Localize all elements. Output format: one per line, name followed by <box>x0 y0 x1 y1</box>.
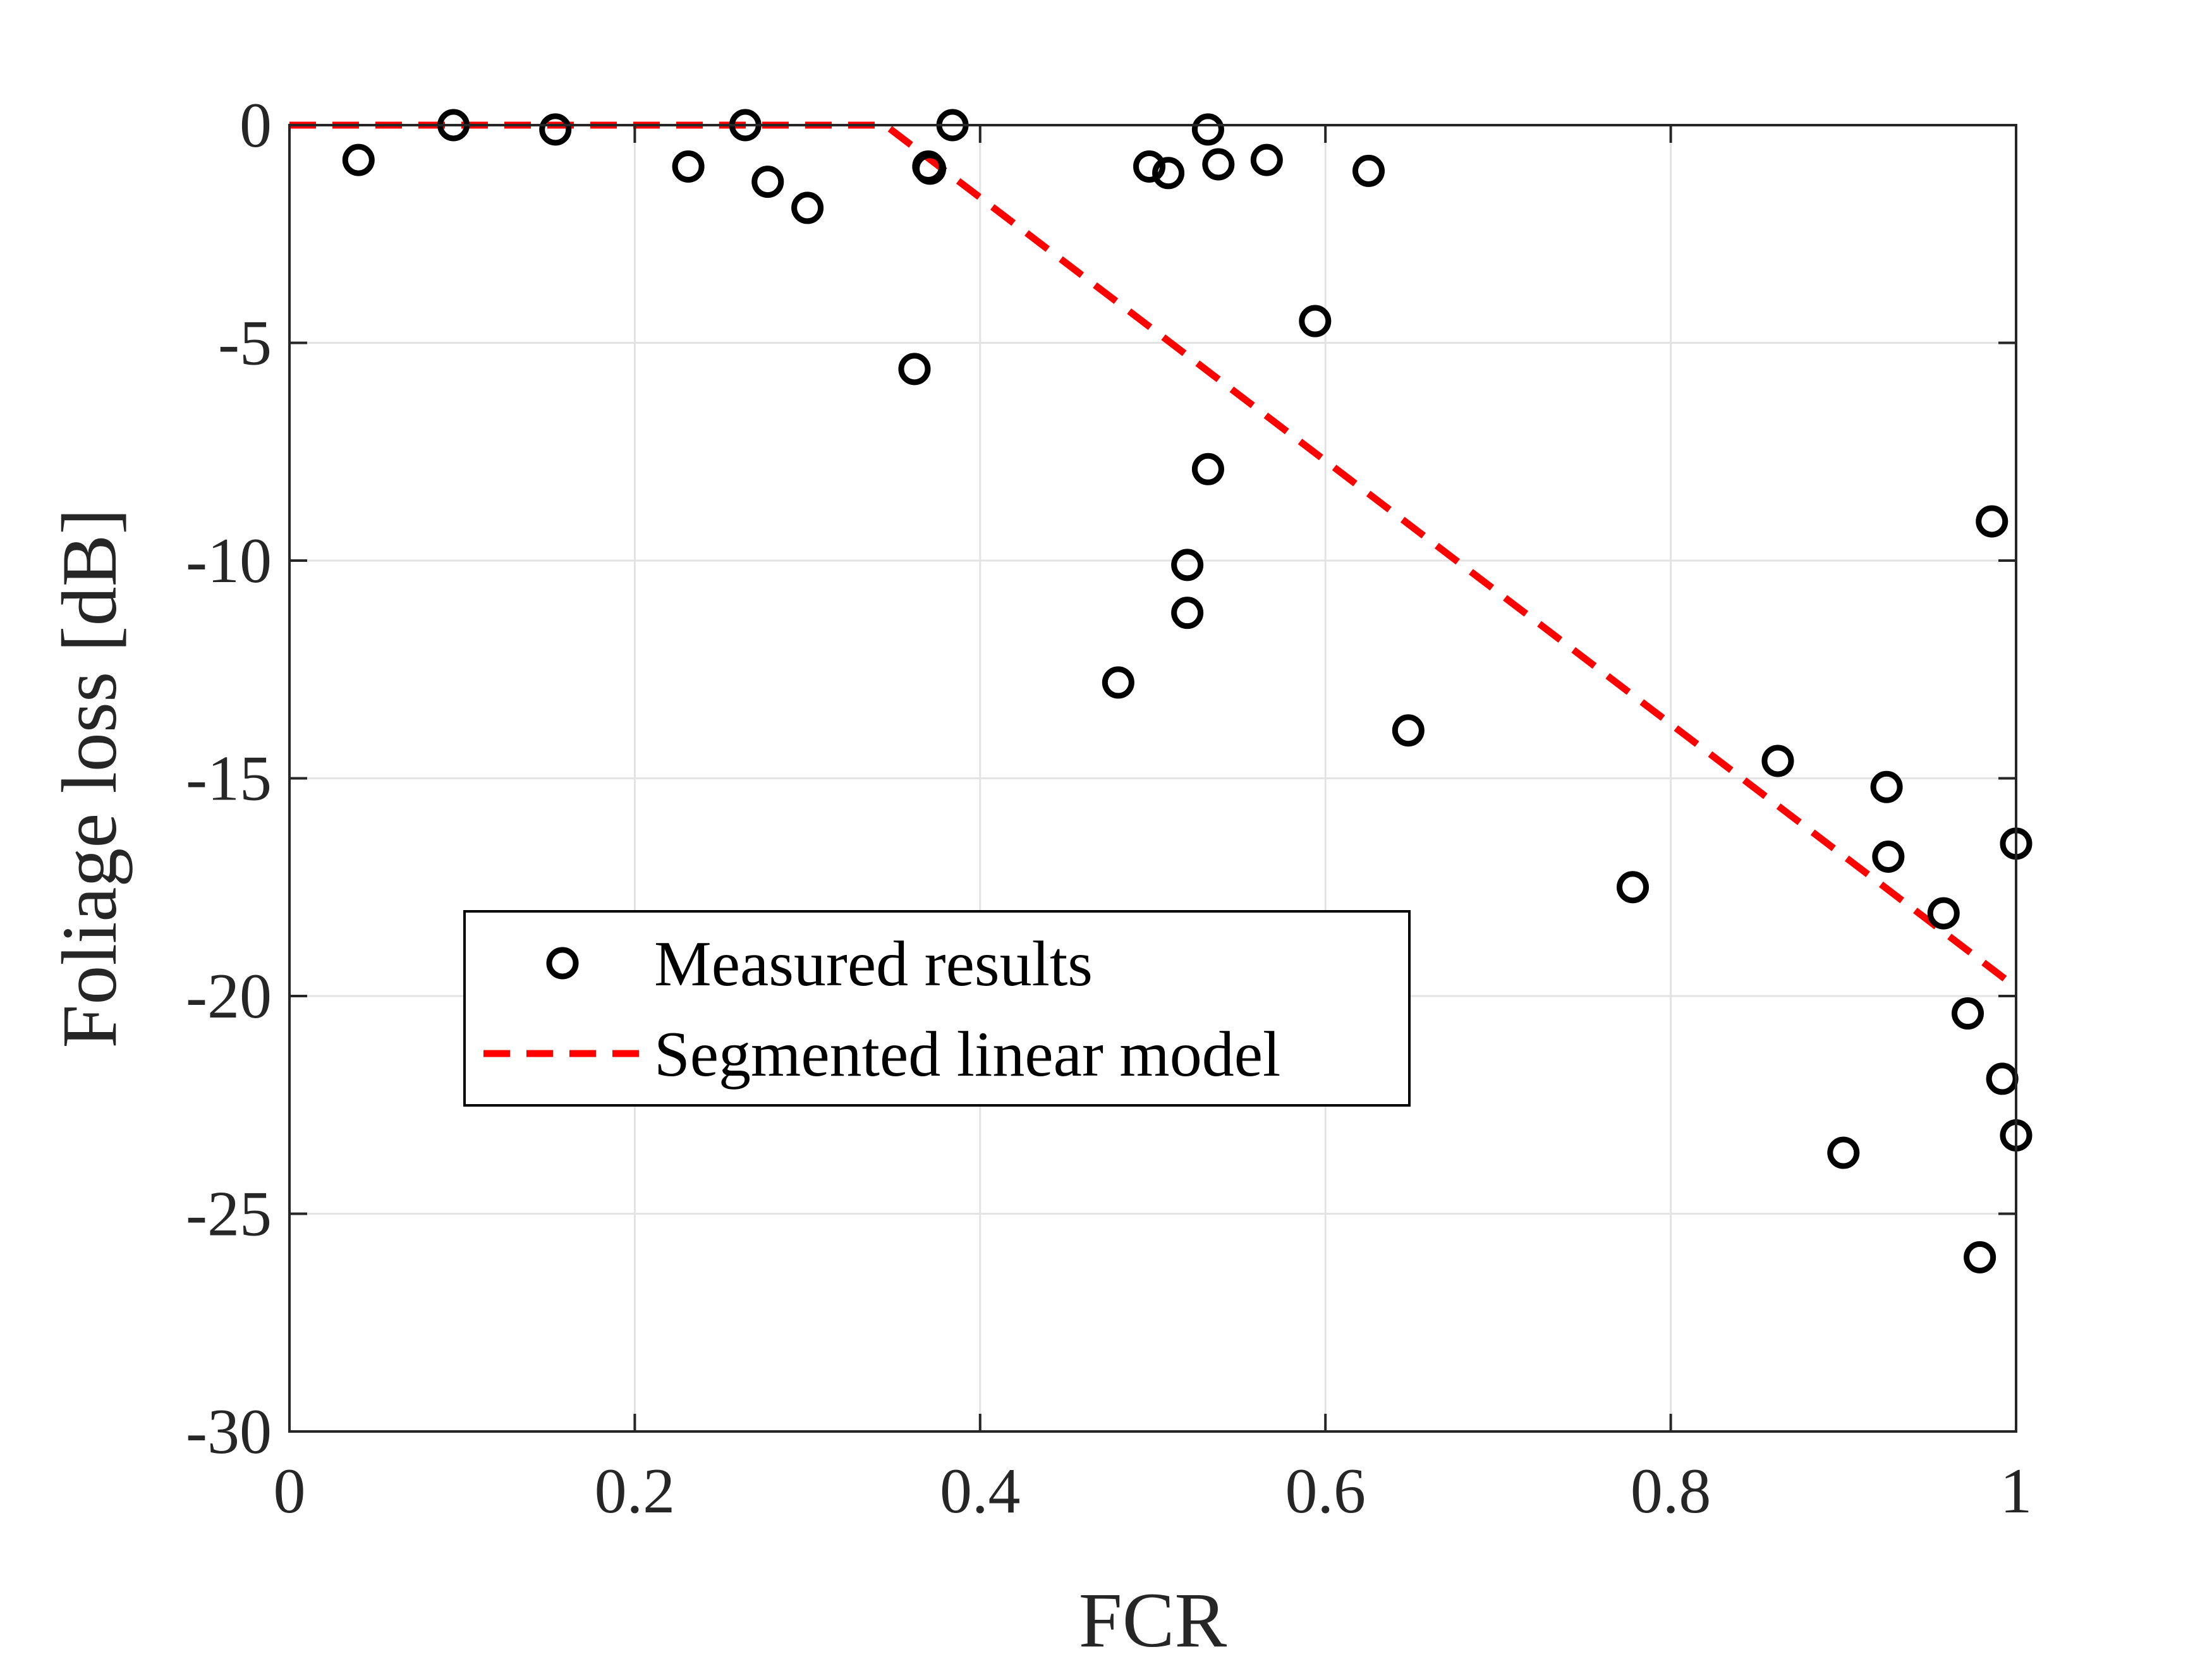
y-tick-label: 0 <box>240 90 272 161</box>
y-tick-label: -30 <box>186 1396 272 1468</box>
legend-marker-measured <box>546 947 579 980</box>
data-point <box>1299 305 1332 337</box>
data-point <box>1616 871 1649 904</box>
x-axis-title: FCR <box>1079 1577 1227 1659</box>
data-point <box>1952 997 1984 1030</box>
data-point <box>1250 143 1283 176</box>
y-tick-label: -20 <box>186 961 272 1032</box>
legend-label-measured: Measured results <box>654 928 1093 1000</box>
legend-box <box>463 910 1411 1107</box>
data-point <box>1964 1241 1996 1273</box>
data-point <box>1352 154 1385 187</box>
x-axis-ticks: 0 0.2 0.4 0.6 0.8 1 <box>274 125 2033 1527</box>
data-point <box>1392 714 1425 747</box>
data-point <box>539 113 572 146</box>
data-point <box>1827 1136 1860 1169</box>
x-tick-label: 0 <box>274 1455 306 1527</box>
data-point <box>914 152 947 185</box>
data-point <box>672 150 705 183</box>
data-point <box>791 191 824 224</box>
legend-label-model: Segmented linear model <box>654 1019 1280 1090</box>
data-point <box>1133 150 1166 183</box>
data-point <box>1870 770 1903 803</box>
data-point <box>751 166 784 198</box>
data-point <box>1191 453 1224 485</box>
data-point <box>1191 113 1224 146</box>
x-tick-label: 0.2 <box>595 1455 676 1527</box>
data-point <box>1872 841 1905 873</box>
y-tick-label: -5 <box>218 308 272 379</box>
data-point <box>1102 666 1134 699</box>
grid <box>289 125 2016 1431</box>
data-point <box>342 143 375 176</box>
data-point <box>1976 505 2008 538</box>
x-tick-label: 0.8 <box>1631 1455 1711 1527</box>
data-point <box>1202 148 1235 181</box>
data-point <box>898 353 931 386</box>
y-tick-label: -25 <box>186 1179 272 1250</box>
legend: Measured results Segmented linear model <box>463 910 1411 1107</box>
x-tick-label: 0.6 <box>1285 1455 1366 1527</box>
y-tick-label: -10 <box>186 525 272 597</box>
data-point <box>1152 157 1185 190</box>
x-tick-label: 0.4 <box>940 1455 1021 1527</box>
data-point <box>1761 744 1794 777</box>
data-point <box>1171 549 1204 581</box>
data-point <box>1171 597 1204 629</box>
y-tick-label: -15 <box>186 743 272 815</box>
x-tick-label: 1 <box>2000 1455 2033 1527</box>
y-axis-title: Foliage loss [dB] <box>46 508 133 1048</box>
y-axis-ticks: 0 -5 -10 -15 -20 -25 -30 <box>186 90 2016 1468</box>
data-point <box>1927 897 1960 930</box>
